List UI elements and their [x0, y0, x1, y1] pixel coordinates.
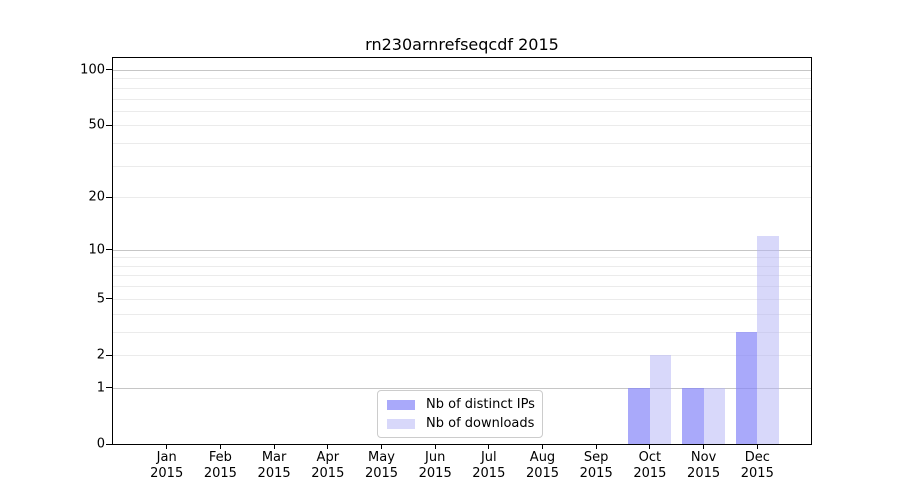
y-tick-label: 2 — [96, 347, 105, 363]
x-tick — [542, 444, 543, 449]
gridline-minor — [113, 313, 811, 315]
y-tick — [106, 354, 112, 356]
y-tick-label: 1 — [96, 380, 105, 396]
x-tick — [488, 444, 490, 449]
y-tick-label: 50 — [88, 117, 105, 133]
x-tick — [434, 444, 436, 449]
gridline-minor — [113, 197, 811, 199]
bar-downloads — [757, 236, 779, 444]
bar-distinct-ips — [628, 387, 650, 444]
legend-swatch-icon — [387, 399, 415, 410]
x-tick — [219, 444, 221, 449]
bar-distinct-ips — [682, 387, 704, 444]
gridline-minor — [113, 165, 811, 167]
plot-frame — [112, 57, 812, 445]
gridline-minor — [113, 265, 811, 267]
legend-label: Nb of downloads — [426, 416, 535, 431]
y-tick — [106, 298, 112, 300]
legend-entry: Nb of downloads — [387, 416, 535, 431]
bar-downloads — [703, 387, 726, 444]
y-tick — [106, 387, 112, 389]
y-tick — [106, 69, 112, 71]
chart-title: rn230arnrefseqcdf 2015 — [365, 35, 559, 54]
gridline-minor — [113, 143, 811, 144]
plot-area: Jan 2015 Feb 2015 Mar 2015 Apr 2015 May 2015… — [80, 57, 812, 481]
gridline-minor — [113, 110, 811, 112]
y-tick-label: 5 — [96, 291, 105, 307]
gridline-minor — [113, 275, 811, 277]
gridline-minor — [113, 257, 811, 259]
legend-swatch-icon — [387, 418, 415, 429]
gridline-major — [113, 387, 811, 389]
y-tick — [106, 443, 112, 445]
gridline-major — [113, 69, 811, 71]
gridline-minor — [113, 125, 811, 127]
x-tick — [327, 444, 329, 449]
x-tick — [273, 444, 275, 449]
y-tick — [106, 124, 112, 126]
x-tick-label: Jul 2015 — [472, 450, 506, 481]
legend-label: Nb of distinct IPs — [426, 397, 535, 412]
x-tick-label: Mar 2015 — [257, 450, 291, 481]
x-tick — [703, 444, 705, 449]
gridline-minor — [113, 355, 811, 356]
gridline-minor — [113, 78, 811, 80]
x-tick — [166, 444, 168, 449]
y-tick — [106, 249, 112, 251]
y-tick — [106, 196, 112, 198]
x-tick-label: Sep 2015 — [579, 450, 613, 481]
x-tick — [595, 444, 597, 449]
x-tick-label: Jan 2015 — [150, 450, 184, 481]
x-tick — [649, 444, 651, 449]
legend-entry: Nb of distinct IPs — [387, 397, 535, 412]
y-tick-label: 100 — [80, 62, 105, 78]
x-tick-label: May 2015 — [364, 450, 399, 481]
x-tick-label: Oct 2015 — [633, 450, 667, 481]
gridline-minor — [113, 298, 811, 300]
gridline-major — [113, 249, 811, 251]
x-tick-label: Apr 2015 — [311, 450, 345, 481]
x-tick-label: Aug 2015 — [525, 450, 560, 481]
gridline-minor — [113, 331, 811, 333]
x-tick-label: Jun 2015 — [418, 450, 452, 481]
gridline-minor — [113, 98, 811, 100]
x-tick-label: Feb 2015 — [203, 450, 237, 481]
y-tick-label: 20 — [88, 189, 105, 205]
x-tick-label: Nov 2015 — [687, 450, 721, 481]
x-tick-label: Dec 2015 — [740, 450, 774, 481]
x-tick — [756, 444, 758, 449]
bar-distinct-ips — [735, 331, 758, 444]
gridline-minor — [113, 87, 811, 89]
legend: Nb of distinct IPs Nb of downloads — [377, 390, 543, 438]
gridline-minor — [113, 286, 811, 288]
y-tick-label: 0 — [96, 436, 105, 452]
y-tick-label: 10 — [88, 242, 105, 258]
bar-downloads — [649, 355, 672, 444]
x-tick — [381, 444, 382, 449]
